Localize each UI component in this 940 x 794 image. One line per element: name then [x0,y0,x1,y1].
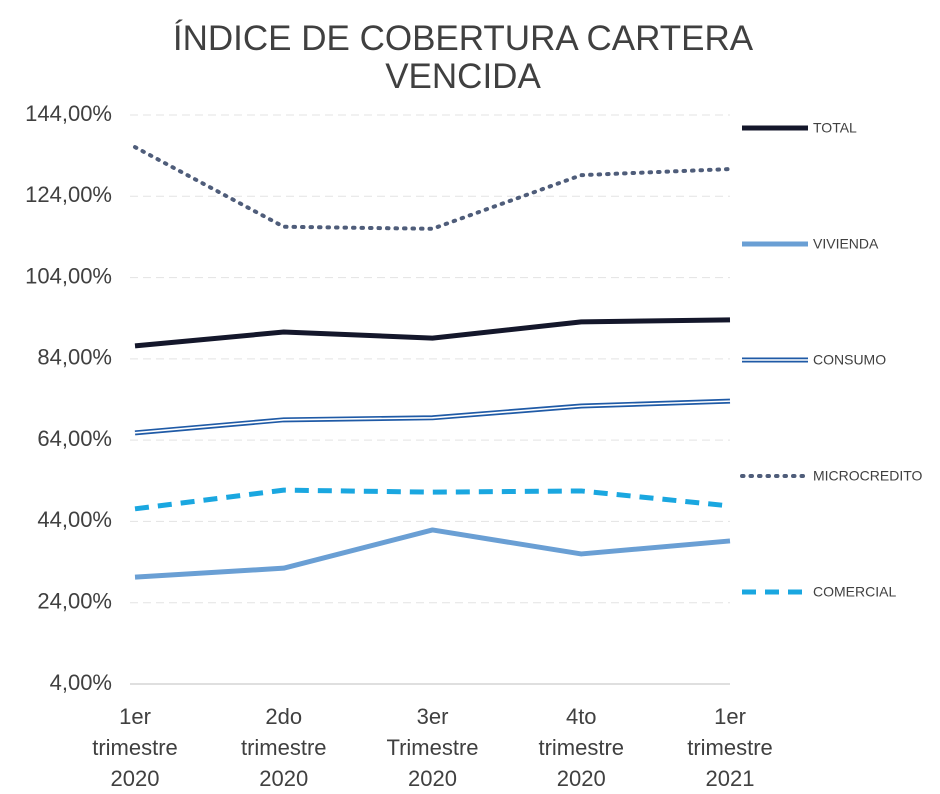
y-tick-label: 84,00% [37,345,112,370]
y-tick-label: 124,00% [25,182,112,207]
series-line [134,398,731,436]
legend-label: COMERCIAL [813,584,896,600]
y-tick-label: 4,00% [50,670,112,695]
y-tick-label: 64,00% [37,426,112,451]
legend-label: TOTAL [813,120,857,136]
y-tick-label: 104,00% [25,263,112,288]
y-tick-label: 24,00% [37,589,112,614]
chart-title: ÍNDICE DE COBERTURA CARTERA VENCIDA [172,19,754,96]
y-tick-label: 44,00% [37,507,112,532]
legend-label: CONSUMO [813,352,886,368]
series-line [133,145,732,231]
series-line [134,487,731,512]
y-tick-label: 144,00% [25,101,112,126]
x-tick-label: 1er trimestre 2021 [687,704,773,791]
series-line [134,317,731,349]
x-tick-label: 1er trimestre 2020 [92,704,178,791]
series-line [134,527,731,580]
series-line-inner [134,400,731,434]
x-tick-label: 4to trimestre 2020 [538,704,624,791]
legend-label: VIVIENDA [813,236,879,252]
legend-label: MICROCREDITO [813,468,923,484]
x-tick-label: 3er Trimestre 2020 [386,704,478,791]
x-tick-label: 2do trimestre 2020 [241,704,327,791]
